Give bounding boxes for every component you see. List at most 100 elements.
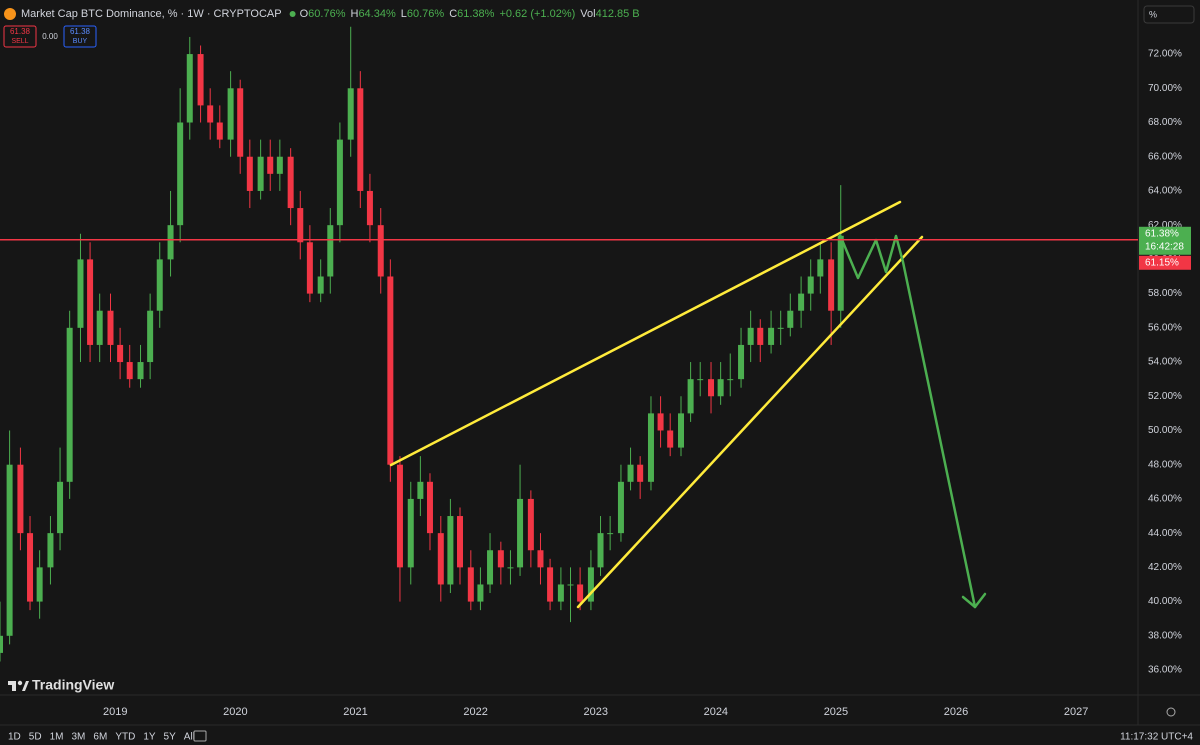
- timeframe-button[interactable]: 6M: [93, 732, 107, 743]
- candle-body: [147, 310, 154, 363]
- scale-mode-box[interactable]: [1143, 5, 1195, 24]
- candle-body: [657, 413, 664, 431]
- candle-body: [396, 464, 403, 568]
- status-dot: [289, 11, 296, 17]
- timeframe-button[interactable]: 5Y: [164, 732, 177, 743]
- candle-body: [637, 464, 644, 482]
- candle-body: [537, 550, 544, 568]
- candle-body: [287, 156, 294, 209]
- y-tick-label: 70.00%: [1148, 83, 1182, 94]
- y-tick-label: 40.00%: [1148, 596, 1182, 607]
- y-tick-label: 44.00%: [1148, 528, 1182, 539]
- sell-button[interactable]: [3, 25, 37, 48]
- timeframe-button[interactable]: 5D: [29, 732, 42, 743]
- candle-body: [246, 156, 253, 191]
- chart-title: Market Cap BTC Dominance, % · 1W · CRYPT…: [21, 8, 282, 20]
- candle-body: [527, 498, 534, 551]
- candle-body: [36, 567, 43, 602]
- upper-trendline: [389, 200, 902, 467]
- candle-body: [507, 567, 514, 569]
- candle-body: [257, 156, 264, 191]
- x-tick-label: 2020: [223, 706, 247, 718]
- candle-body: [377, 225, 384, 277]
- candle-body: [317, 276, 324, 294]
- x-tick-label: 2019: [103, 706, 127, 718]
- candle-body: [487, 550, 494, 585]
- sell-price[interactable]: 61.38: [10, 27, 31, 36]
- candle-body: [57, 481, 64, 534]
- candle-body: [47, 533, 54, 568]
- sell-label[interactable]: SELL: [11, 38, 28, 45]
- candle-body: [0, 635, 3, 653]
- candle-body: [457, 516, 464, 568]
- brand: TradingView: [32, 677, 114, 693]
- y-tick-label: 54.00%: [1148, 357, 1182, 368]
- symbol-icon: [4, 8, 16, 20]
- y-tick-label: 58.00%: [1148, 288, 1182, 299]
- candle-body: [607, 533, 614, 535]
- x-tick-label: 2024: [704, 706, 728, 718]
- candle-body: [276, 156, 283, 174]
- candle-body: [477, 584, 484, 602]
- candle-body: [267, 156, 274, 174]
- scale-mode[interactable]: %: [1149, 9, 1157, 19]
- candle-body: [647, 413, 654, 482]
- candle-body: [768, 327, 775, 345]
- y-tick-label: 50.00%: [1148, 425, 1182, 436]
- timeframe-button[interactable]: All: [184, 732, 195, 743]
- projection-arrow: [838, 233, 977, 609]
- date-range-icon[interactable]: [193, 730, 207, 742]
- y-tick-label: 62.00%: [1148, 220, 1182, 231]
- candle-body: [17, 464, 24, 534]
- candle-body: [327, 225, 334, 277]
- candle-body: [777, 327, 784, 329]
- buy-button[interactable]: [63, 25, 97, 48]
- candle-body: [357, 88, 364, 191]
- candle-body: [366, 190, 373, 226]
- price-line-label: 61.15%: [1145, 257, 1179, 268]
- timeframe-button[interactable]: YTD: [115, 732, 135, 743]
- y-tick-label: 46.00%: [1148, 494, 1182, 505]
- x-tick-label: 2021: [343, 706, 367, 718]
- candle-body: [347, 88, 354, 140]
- candle-body: [787, 310, 794, 328]
- candle-body: [227, 88, 234, 140]
- x-tick-label: 2026: [944, 706, 968, 718]
- timeframe-button[interactable]: 1Y: [143, 732, 156, 743]
- candle-body: [207, 105, 214, 123]
- x-tick-label: 2022: [463, 706, 487, 718]
- timeframe-button[interactable]: 3M: [72, 732, 86, 743]
- ohlc-key: H: [350, 8, 358, 20]
- candle-body: [107, 310, 114, 345]
- candle-body: [577, 584, 584, 602]
- x-tick-label: 2025: [824, 706, 848, 718]
- buy-price[interactable]: 61.38: [70, 27, 91, 36]
- timeframe-button[interactable]: 1D: [8, 732, 21, 743]
- lower-trendline: [576, 235, 924, 609]
- candle-body: [697, 379, 704, 381]
- candle-body: [197, 54, 204, 106]
- candle-body: [497, 550, 504, 568]
- y-tick-label: 36.00%: [1148, 665, 1182, 676]
- buy-label[interactable]: BUY: [73, 38, 88, 45]
- candle-body: [66, 327, 73, 482]
- candle-body: [597, 533, 604, 568]
- countdown: 16:42:28: [1145, 241, 1184, 252]
- ohlc-key: O: [300, 8, 309, 20]
- ohlc-legend: O 60.76% H 64.34% L 60.76% C 61.38% +0.62 (+1.02…: [289, 8, 640, 20]
- change: +0.62 (+1.02%): [499, 8, 575, 20]
- volume-key: Vol: [580, 8, 595, 20]
- candle-body: [216, 122, 223, 140]
- candle-body: [27, 533, 34, 602]
- y-tick-label: 72.00%: [1148, 49, 1182, 60]
- candle-body: [798, 293, 805, 311]
- y-tick-label: 38.00%: [1148, 630, 1182, 641]
- timeframe-button[interactable]: 1M: [50, 732, 64, 743]
- candle-body: [617, 481, 624, 534]
- settings-icon[interactable]: [1166, 707, 1176, 717]
- arrow-head: [961, 592, 987, 609]
- candle-body: [567, 584, 574, 586]
- y-tick-label: 48.00%: [1148, 459, 1182, 470]
